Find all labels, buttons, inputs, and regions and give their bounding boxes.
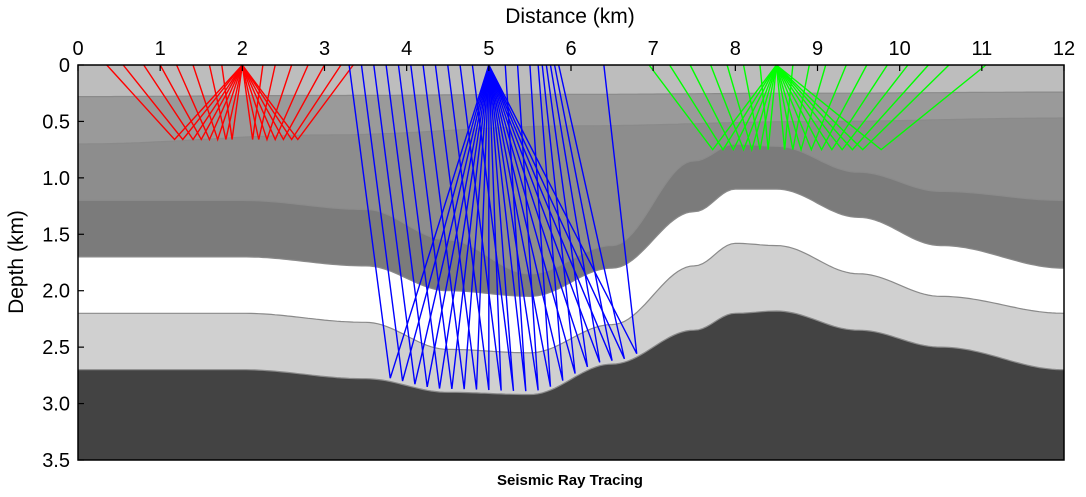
ray-paths [106, 64, 987, 392]
red-fan-ray [175, 64, 243, 142]
blue-fan-ray [385, 64, 490, 388]
red-fan-ray [221, 64, 244, 140]
y-tick-label: 1.5 [42, 224, 70, 246]
blue-fan-ray [447, 64, 490, 391]
blue-fan-ray [397, 64, 490, 389]
green-fan-ray [775, 64, 847, 152]
x-tick-label: 2 [237, 38, 248, 60]
blue-fan-ray [471, 64, 515, 392]
green-fan-ray [648, 64, 777, 151]
interface-3 [78, 143, 1064, 275]
interface-1 [78, 91, 1064, 98]
green-fan-ray [775, 64, 888, 151]
y-tick-label: 0.5 [42, 111, 70, 133]
interface-6 [78, 310, 1064, 396]
blue-fan-ray [410, 64, 490, 390]
x-tick-label: 0 [72, 38, 83, 60]
y-tick-label: 1.0 [42, 168, 70, 190]
x-tick-label: 11 [971, 38, 992, 60]
green-fan-ray [775, 64, 987, 151]
x-tick-label: 9 [812, 38, 823, 60]
green-fan-ray [710, 64, 778, 152]
green-fan-ray [742, 64, 778, 150]
layer-3 [78, 118, 1064, 274]
blue-fan-ray [488, 64, 589, 368]
blue-fan-ray [360, 64, 490, 382]
x-tick-label: 7 [648, 38, 659, 60]
layer-5 [78, 189, 1064, 353]
x-axis-title: Distance (km) [505, 5, 635, 28]
green-fan-ray [775, 64, 810, 150]
chart-title: Seismic Ray Tracing [497, 472, 643, 489]
green-fan-ray [775, 64, 929, 151]
blue-fan-ray [488, 64, 626, 360]
red-fan-ray [241, 64, 293, 142]
y-tick-label: 3.0 [42, 394, 70, 416]
x-tick-label: 12 [1053, 38, 1075, 60]
y-axis-title: Depth (km) [5, 210, 28, 314]
green-fan-ray [775, 64, 950, 151]
green-fan-ray [775, 64, 827, 153]
blue-fan-ray [434, 64, 490, 390]
green-fan [648, 64, 987, 153]
x-tick-label: 5 [483, 38, 494, 60]
red-fan-ray [159, 64, 243, 141]
red-fan-ray [208, 64, 244, 140]
x-tick-label: 1 [155, 38, 166, 60]
blue-fan-ray [488, 64, 601, 363]
green-fan-ray [759, 64, 778, 150]
x-tick-label: 4 [401, 38, 412, 60]
red-fan-ray [106, 64, 243, 141]
interface-2 [78, 117, 1064, 145]
blue-fan-ray [488, 64, 564, 381]
x-tick-label: 3 [319, 38, 330, 60]
red-fan-ray [192, 64, 243, 142]
x-tick-label: 6 [565, 38, 576, 60]
red-fan-ray [241, 64, 342, 141]
red-fan-ray [241, 64, 354, 141]
y-tick-label: 3.5 [42, 450, 70, 472]
blue-fan-ray [488, 64, 552, 387]
red-fan [106, 64, 354, 142]
layer-6 [78, 243, 1064, 395]
red-fan-ray [122, 64, 243, 141]
layer-4 [78, 144, 1064, 297]
x-tick-label: 8 [730, 38, 741, 60]
y-tick-label: 2.0 [42, 281, 70, 303]
blue-fan-ray [488, 64, 527, 392]
y-tick-label: 2.5 [42, 337, 70, 359]
blue-fan-ray [459, 64, 502, 391]
blue-fan-ray [488, 64, 576, 374]
y-axis-ticks: 0 0.5 1.0 1.5 2.0 2.5 3.0 3.5 [42, 55, 84, 472]
green-fan-ray [775, 64, 909, 151]
blue-fan-ray [348, 64, 490, 379]
blue-fan [348, 64, 638, 392]
x-axis-ticks: 0 1 2 3 4 5 6 7 8 9 10 11 12 [72, 38, 1075, 71]
red-fan-ray [241, 64, 276, 140]
interface-4 [78, 188, 1064, 298]
green-fan-ray [775, 64, 868, 152]
layer-7 [78, 311, 1064, 460]
geologic-layers [78, 65, 1064, 460]
blue-fan-ray [488, 64, 613, 361]
red-fan-ray [241, 64, 309, 142]
blue-fan-ray [488, 64, 638, 355]
blue-fan-ray [422, 64, 490, 390]
green-fan-ray [726, 64, 778, 153]
x-tick-label: 10 [889, 38, 911, 60]
green-fan-ray [669, 64, 778, 151]
green-fan-ray [775, 64, 794, 150]
y-tick-label: 0 [59, 55, 70, 77]
red-fan-ray [241, 64, 326, 141]
blue-fan-ray [373, 64, 490, 385]
